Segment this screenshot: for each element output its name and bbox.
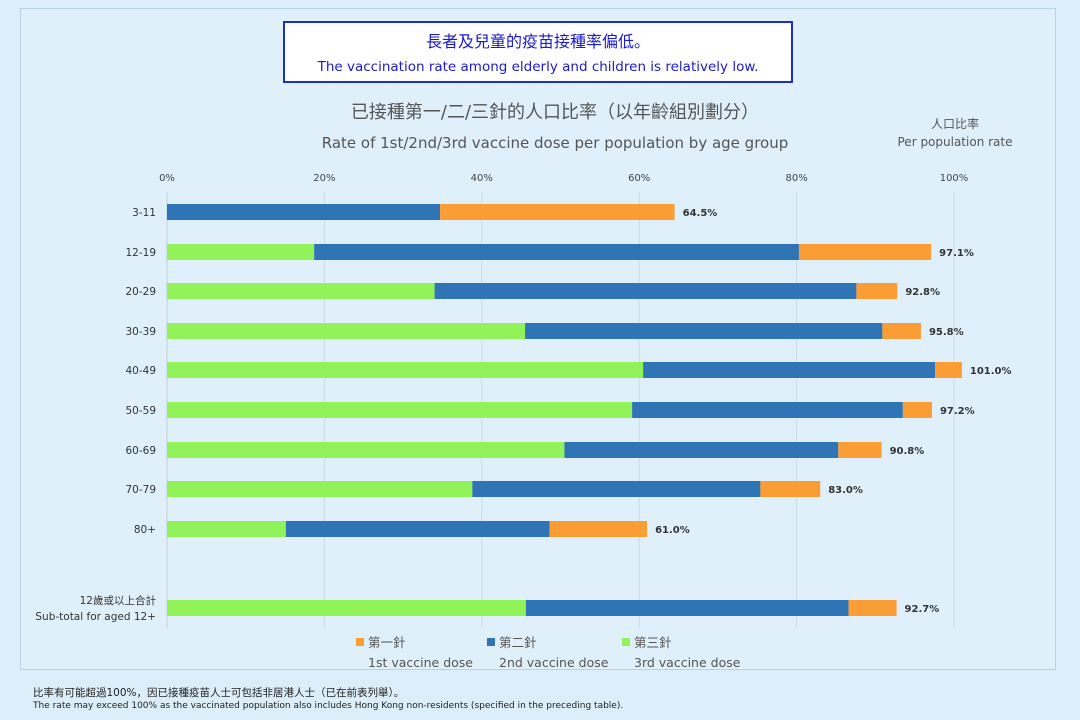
x-tick-label: 60%: [628, 173, 650, 184]
x-tick-label: 100%: [940, 173, 969, 184]
bar-segment: [167, 442, 565, 458]
unit-label-en: Per population rate: [897, 135, 1013, 149]
headline-box: 長者及兒童的疫苗接種率偏低。 The vaccination rate amon…: [283, 21, 793, 83]
legend-label-en: 2nd vaccine dose: [499, 655, 609, 670]
total-data-label: 90.8%: [890, 446, 925, 457]
chart-subtitle: Rate of 1st/2nd/3rd vaccine dose per pop…: [321, 134, 789, 152]
x-tick-label: 80%: [785, 173, 807, 184]
bar-segment: [167, 402, 633, 418]
category-label: Sub-total for aged 12+: [35, 611, 156, 623]
bar-segment: [167, 283, 435, 299]
category-label: 12-19: [125, 247, 156, 259]
bar-segment: [285, 521, 550, 537]
category-label: 50-59: [125, 405, 156, 417]
bar-segment: [472, 481, 761, 497]
unit-label-zh: 人口比率: [930, 117, 979, 131]
total-data-label: 64.5%: [683, 208, 718, 219]
bar-segment: [798, 244, 932, 260]
bar-segment: [838, 442, 882, 458]
category-label: 20-29: [125, 286, 156, 298]
headline-en: The vaccination rate among elderly and c…: [317, 59, 759, 75]
bar-segment: [314, 244, 799, 260]
total-data-label: 92.8%: [905, 287, 940, 298]
bar-segment: [632, 402, 903, 418]
category-label: 40-49: [125, 365, 156, 377]
footnote-en: The rate may exceed 100% as the vaccinat…: [33, 701, 624, 711]
bar-segment: [848, 600, 897, 616]
total-data-label: 95.8%: [929, 327, 964, 338]
category-label: 3-11: [132, 207, 156, 219]
legend-label-zh: 第三針: [634, 635, 672, 650]
bar-segment: [167, 323, 526, 339]
bar-segment: [549, 521, 648, 537]
headline-zh: 長者及兒童的疫苗接種率偏低。: [425, 32, 650, 51]
legend-label-zh: 第一針: [368, 635, 406, 650]
legend-label-en: 3rd vaccine dose: [634, 655, 741, 670]
x-tick-label: 40%: [471, 173, 493, 184]
total-data-label: 92.7%: [905, 604, 940, 615]
bar-segment: [564, 442, 839, 458]
bar-segment: [167, 600, 526, 616]
bar-segment: [902, 402, 932, 418]
bar-segment: [440, 204, 675, 220]
bar-segment: [167, 481, 473, 497]
x-tick-label: 20%: [313, 173, 335, 184]
legend-swatch-second-dose: [487, 637, 495, 646]
bar-segment: [525, 600, 849, 616]
bar-segment: [760, 481, 821, 497]
total-data-label: 83.0%: [828, 485, 863, 496]
bar-segment: [167, 204, 441, 220]
x-tick-label: 0%: [159, 173, 175, 184]
legend-label-zh: 第二針: [499, 635, 537, 650]
legend-swatch-third-dose: [622, 637, 630, 646]
category-label: 30-39: [125, 326, 156, 338]
category-label: 12歲或以上合計: [80, 594, 157, 607]
total-data-label: 97.1%: [939, 248, 974, 259]
chart-title: 已接種第一/二/三針的人口比率（以年齡組別劃分）: [350, 102, 760, 123]
total-data-label: 101.0%: [970, 366, 1012, 377]
legend-swatch-first-dose: [356, 637, 364, 646]
total-data-label: 61.0%: [655, 525, 690, 536]
bar-segment: [434, 283, 857, 299]
bar-segment: [643, 362, 936, 378]
bar-segment: [935, 362, 962, 378]
category-label: 70-79: [125, 484, 156, 496]
legend-label-en: 1st vaccine dose: [368, 655, 473, 670]
bar-segment: [167, 244, 315, 260]
category-label: 80+: [134, 524, 156, 536]
bar-segment: [525, 323, 883, 339]
legend-item-third-dose: 第三針 3rd vaccine dose: [622, 632, 740, 670]
bar-segment: [882, 323, 921, 339]
category-label: 60-69: [125, 445, 156, 457]
legend-item-second-dose: 第二針 2nd vaccine dose: [487, 632, 608, 670]
bar-segment: [167, 362, 644, 378]
legend-item-first-dose: 第一針 1st vaccine dose: [356, 632, 473, 670]
total-data-label: 97.2%: [940, 406, 975, 417]
bar-segment: [167, 521, 286, 537]
bar-segment: [856, 283, 898, 299]
footnote-zh: 比率有可能超過100%，因已接種疫苗人士可包括非居港人士（已在前表列舉）。: [33, 687, 405, 699]
